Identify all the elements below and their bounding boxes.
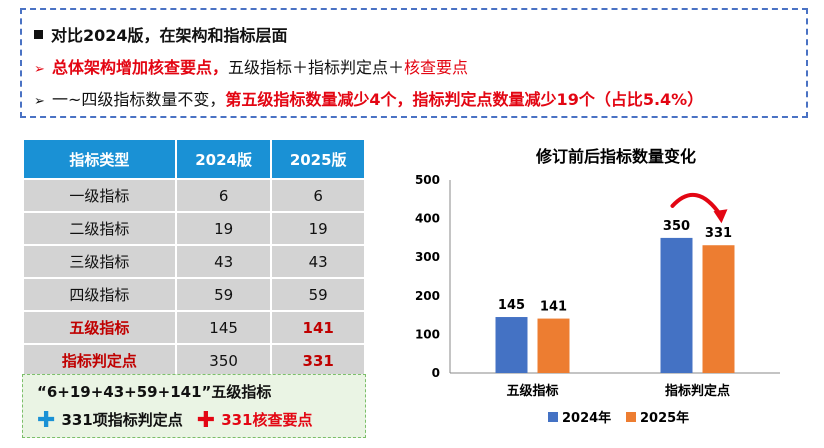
- table-cell: 59: [270, 277, 366, 312]
- table-row: 四级指标 59 59: [22, 277, 366, 312]
- note-box: “6+19+43+59+141”五级指标 ✚ 331项指标判定点 ✚ 331核查要点: [22, 374, 366, 438]
- table-cell: 6: [174, 178, 273, 213]
- summary-line-3: ➢ 一~四级指标数量不变，第五级指标数量减少4个，指标判定点数量减少19个（占比5…: [34, 90, 704, 109]
- table-header-row: 指标类型 2024版 2025版: [22, 138, 366, 180]
- table-cell: 141: [270, 310, 366, 345]
- note-line-1: “6+19+43+59+141”五级指标: [37, 383, 272, 401]
- table-row: 一级指标 6 6: [22, 178, 366, 213]
- table-row: 三级指标 43 43: [22, 244, 366, 279]
- legend-swatch: [548, 412, 558, 422]
- table-cell: 四级指标: [22, 277, 177, 312]
- bar: [537, 318, 570, 373]
- legend: 2024年 2025年: [548, 410, 689, 426]
- data-label: 141: [540, 300, 567, 315]
- arrow-head-icon: [713, 209, 728, 224]
- y-tick-label: 100: [415, 327, 440, 341]
- plus-icon: ✚: [37, 408, 56, 433]
- table-cell: 145: [174, 310, 273, 345]
- legend-label: 2024年: [562, 410, 611, 426]
- data-label: 331: [705, 226, 732, 241]
- table-cell: 19: [270, 211, 366, 246]
- table-cell: 59: [174, 277, 273, 312]
- square-bullet-icon: [34, 30, 43, 39]
- arrow-bullet-icon: ➢: [34, 94, 45, 109]
- table-cell: 指标判定点: [22, 343, 177, 378]
- curved-arrow-icon: [670, 192, 723, 218]
- y-tick-label: 300: [415, 250, 440, 264]
- table-cell: 三级指标: [22, 244, 177, 279]
- table-row: 指标判定点 350 331: [22, 343, 366, 378]
- table-row: 五级指标 145 141: [22, 310, 366, 345]
- arrow-bullet-icon: ➢: [34, 62, 45, 77]
- table-header: 指标类型: [22, 138, 177, 180]
- table-cell: 350: [174, 343, 273, 378]
- table-cell: 43: [270, 244, 366, 279]
- table-header: 2025版: [270, 138, 366, 180]
- table-cell: 一级指标: [22, 178, 177, 213]
- bar-chart: 修订前后指标数量变化 0 100 200 300 400 500 五级指标 指标判定点 14…: [415, 147, 780, 426]
- table-header: 2024版: [174, 138, 273, 180]
- table-cell: 6: [270, 178, 366, 213]
- data-label: 145: [498, 298, 525, 313]
- x-tick-label: 五级指标: [506, 383, 558, 399]
- summary-line-1: 对比2024版，在架构和指标层面: [34, 22, 288, 46]
- legend-label: 2025年: [640, 410, 689, 426]
- note-line-2: ✚ 331项指标判定点 ✚ 331核查要点: [37, 408, 313, 433]
- table-cell: 43: [174, 244, 273, 279]
- y-axis: 0 100 200 300 400 500: [415, 173, 451, 380]
- y-tick-label: 0: [432, 366, 440, 380]
- bar: [495, 317, 528, 373]
- summary-line-2: ➢ 总体架构增加核查要点，五级指标＋指标判定点＋核查要点: [34, 58, 469, 77]
- bars: 145 141 350 331: [495, 192, 735, 373]
- table-cell: 19: [174, 211, 273, 246]
- bar: [660, 237, 693, 373]
- plus-icon: ✚: [196, 408, 216, 433]
- table-cell: 331: [270, 343, 366, 378]
- data-label: 350: [663, 219, 690, 234]
- table-row: 二级指标 19 19: [22, 211, 366, 246]
- x-axis: 五级指标 指标判定点: [450, 372, 780, 399]
- y-tick-label: 200: [415, 289, 440, 303]
- table-cell: 五级指标: [22, 310, 177, 345]
- comparison-table: 指标类型 2024版 2025版 一级指标 6 6 二级指标 19 19 三级指标 43 4…: [22, 138, 366, 378]
- bar: [702, 245, 735, 373]
- table-cell: 二级指标: [22, 211, 177, 246]
- x-tick-label: 指标判定点: [665, 383, 730, 399]
- y-tick-label: 400: [415, 212, 440, 226]
- summary-box: 对比2024版，在架构和指标层面 ➢ 总体架构增加核查要点，五级指标＋指标判定点＋…: [20, 8, 808, 118]
- chart-title: 修订前后指标数量变化: [535, 147, 696, 166]
- legend-swatch: [626, 412, 636, 422]
- y-tick-label: 500: [415, 173, 440, 187]
